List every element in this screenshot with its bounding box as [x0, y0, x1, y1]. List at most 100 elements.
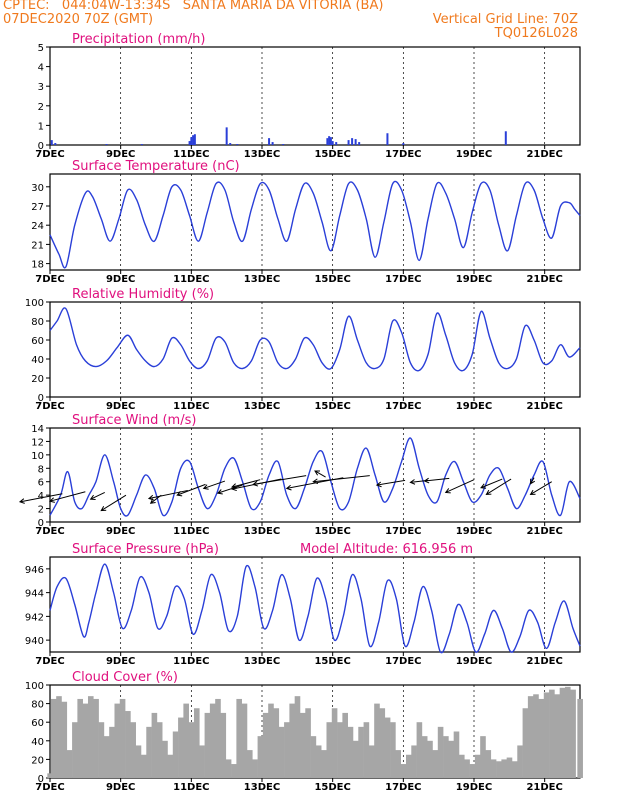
cloud-area-bar — [193, 708, 200, 778]
pres-series-line — [49, 563, 581, 654]
cloud-area-bar — [517, 745, 523, 778]
pres-xtick-label: 21DEC — [526, 656, 562, 667]
wind-vector-arrow — [444, 479, 475, 494]
temp-series-line — [49, 180, 581, 269]
cloud-area-bar — [543, 692, 550, 778]
wind-series-line — [49, 437, 581, 517]
cloud-area-bar — [162, 740, 168, 778]
rh-ytick-label: 60 — [31, 336, 44, 347]
cloud-area-bar — [374, 703, 380, 778]
rh-ytick-label: 0 — [38, 393, 44, 404]
temp-xtick-label: 21DEC — [526, 274, 562, 285]
precip-bar — [236, 144, 239, 145]
pres-xtick-label: 7DEC — [35, 656, 64, 667]
cloud-area-bar — [577, 698, 583, 778]
cloud-area-bar — [299, 712, 306, 778]
wind-xtick-label: 11DEC — [173, 526, 209, 537]
wind-xtick-label: 9DEC — [106, 526, 135, 537]
cloud-area-bar — [305, 708, 311, 778]
precip-bar — [351, 138, 354, 145]
rh-xtick-label: 17DEC — [385, 401, 421, 412]
cloud-area-bar — [130, 722, 136, 778]
wind-ytick-label: 4 — [38, 491, 44, 502]
precip-bar — [402, 143, 405, 145]
cloud-area-bar — [156, 722, 163, 778]
precip-bar — [50, 140, 53, 145]
cloud-area-bar — [125, 711, 131, 778]
temp-ytick-label: 24 — [31, 221, 44, 232]
wind-vector-arrow — [176, 483, 206, 497]
cloud-area-bar — [268, 703, 274, 778]
wind-vector-arrow — [480, 478, 503, 489]
precip-bar — [329, 137, 332, 145]
pres-xtick-label: 15DEC — [314, 656, 350, 667]
pres-ytick-label: 940 — [25, 636, 44, 647]
precip-bar — [504, 131, 507, 145]
cloud-area-bar — [321, 750, 327, 778]
pres-frame — [49, 556, 581, 653]
precip-bar — [140, 144, 143, 145]
cloud-area-bar — [225, 759, 232, 778]
cloud-area-bar — [469, 764, 476, 778]
precip-bar — [190, 137, 193, 145]
wind-ytick-label: 0 — [38, 518, 44, 529]
wind-vector-arrow — [216, 484, 243, 495]
cloud-ytick-label: 0 — [38, 774, 44, 785]
precip-bar — [188, 141, 191, 145]
cloud-area-bar — [522, 708, 529, 778]
rh-title: Relative Humidity (%) — [72, 287, 214, 302]
rh-xtick-label: 19DEC — [456, 401, 492, 412]
temp-xtick-label: 13DEC — [244, 274, 280, 285]
cloud-area-bar — [390, 722, 396, 778]
cloud-xtick-label: 15DEC — [314, 782, 350, 793]
cloud-xtick-label: 9DEC — [106, 782, 135, 793]
cloud-title: Cloud Cover (%) — [72, 670, 178, 685]
cloud-area-bar — [93, 698, 99, 778]
pres-ytick-label: 946 — [25, 565, 44, 576]
cloud-area-bar — [443, 736, 449, 778]
temp-xtick-label: 19DEC — [456, 274, 492, 285]
temp-ytick-label: 27 — [31, 202, 44, 213]
precip-ytick-label: 1 — [38, 121, 44, 132]
precip-frame — [49, 46, 581, 146]
precip-bar — [192, 135, 195, 145]
cloud-area-bar — [252, 759, 258, 778]
cloud-area-bar — [231, 764, 237, 778]
rh-xtick-label: 7DEC — [35, 401, 64, 412]
precip-xtick-label: 7DEC — [35, 149, 64, 160]
cloud-area-bar — [511, 761, 518, 778]
cloud-area-bar — [326, 722, 333, 778]
precip-bar — [328, 136, 331, 145]
cloud-area-bar — [432, 750, 439, 778]
precip-xtick-label: 13DEC — [244, 149, 280, 160]
cloud-area-bar — [119, 698, 126, 778]
rh-xtick-label: 9DEC — [106, 401, 135, 412]
rh-series-line — [49, 307, 581, 372]
cloud-area-bar — [278, 726, 285, 778]
cloud-area-bar — [114, 703, 121, 778]
pres-ytick-label: 942 — [25, 612, 44, 623]
cloud-area-bar — [474, 754, 481, 778]
cloud-xtick-label: 13DEC — [244, 782, 280, 793]
cloud-area-bar — [61, 701, 68, 778]
cloud-area-bar — [82, 703, 89, 778]
wind-vector-arrow — [18, 493, 63, 504]
cloud-area-bar — [273, 708, 280, 778]
wind-xtick-label: 19DEC — [456, 526, 492, 537]
cloud-area-bar — [464, 759, 470, 778]
precip-ytick-label: 4 — [38, 63, 44, 74]
wind-ytick-label: 10 — [31, 451, 44, 462]
rh-xtick-label: 15DEC — [314, 401, 350, 412]
cloud-area-bar — [427, 740, 433, 778]
cloud-area-bar — [368, 745, 375, 778]
cloud-area-bar — [570, 689, 576, 778]
wind-vector-arrow — [252, 475, 307, 487]
pres-xtick-label: 11DEC — [173, 656, 209, 667]
wind-vector-arrow — [202, 480, 226, 490]
header-grid-line: Vertical Grid Line: 70Z — [432, 12, 578, 27]
cloud-area-bar — [421, 736, 428, 778]
precip-bar — [354, 139, 357, 145]
precip-ytick-label: 0 — [38, 141, 44, 152]
precip-xtick-label: 11DEC — [173, 149, 209, 160]
